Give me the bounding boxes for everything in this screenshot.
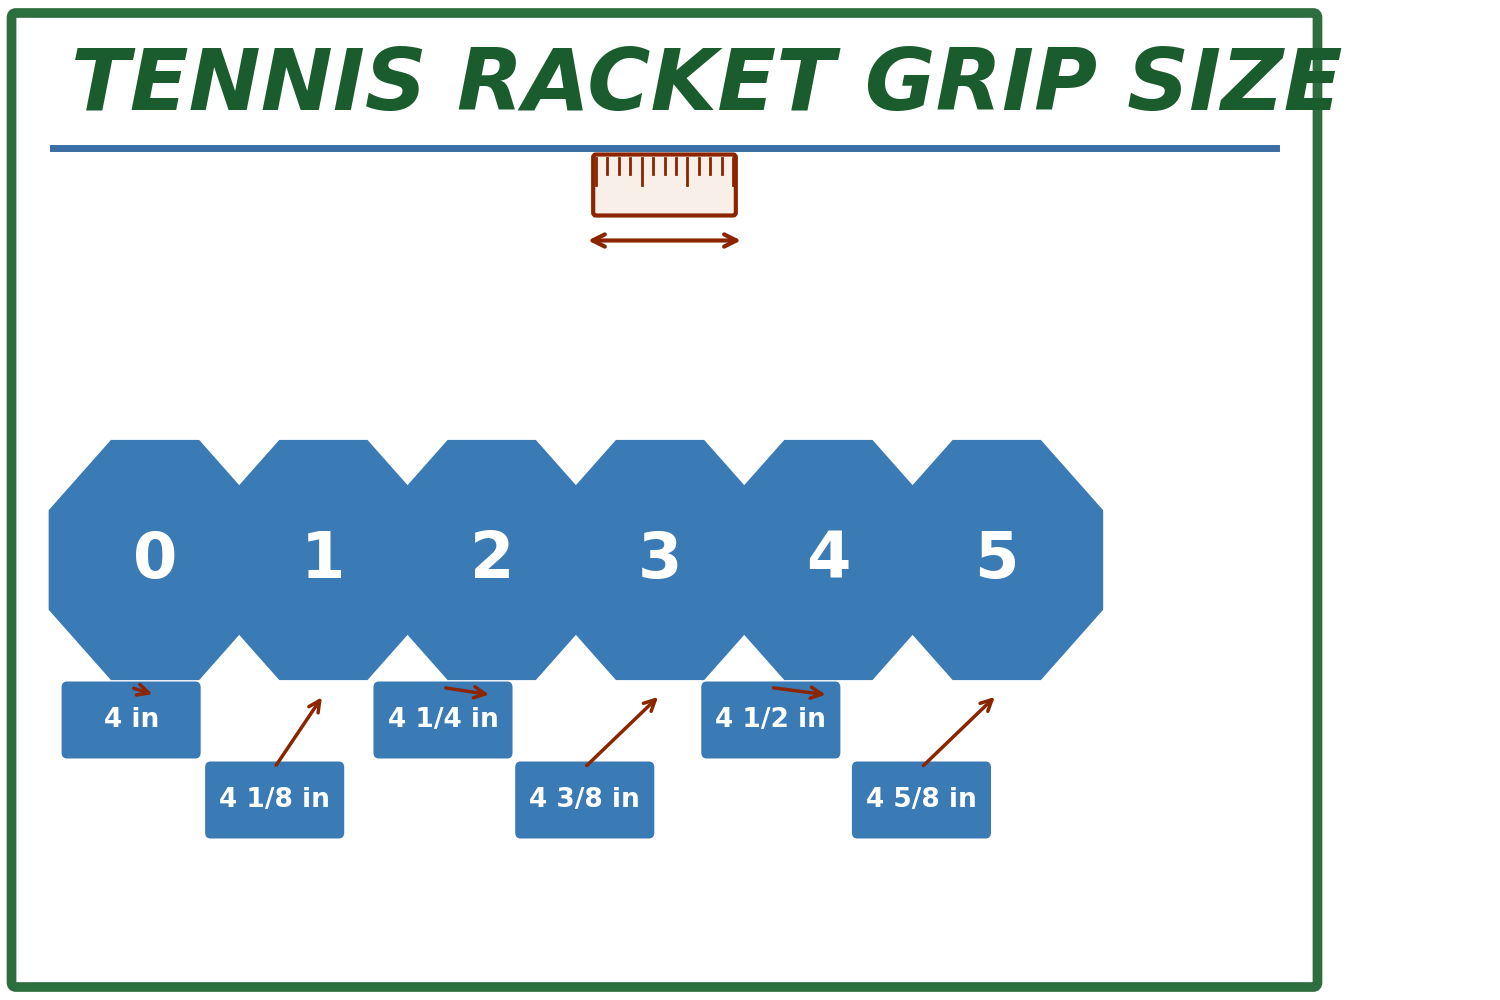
Text: 4 1/2 in: 4 1/2 in <box>716 707 827 733</box>
FancyBboxPatch shape <box>62 682 201 758</box>
Text: 1: 1 <box>302 529 345 591</box>
Text: 4: 4 <box>806 529 850 591</box>
Polygon shape <box>891 440 1102 680</box>
Text: 4 3/8 in: 4 3/8 in <box>530 787 640 813</box>
Text: TENNIS RACKET GRIP SIZE: TENNIS RACKET GRIP SIZE <box>70 45 1342 128</box>
Text: 2: 2 <box>470 529 514 591</box>
Polygon shape <box>217 440 430 680</box>
Text: 4 1/8 in: 4 1/8 in <box>219 787 330 813</box>
Polygon shape <box>48 440 261 680</box>
Text: 4 5/8 in: 4 5/8 in <box>865 787 976 813</box>
Text: 4 in: 4 in <box>104 707 159 733</box>
FancyBboxPatch shape <box>592 154 736 216</box>
FancyBboxPatch shape <box>206 762 344 838</box>
FancyBboxPatch shape <box>374 682 513 758</box>
Polygon shape <box>722 440 934 680</box>
FancyBboxPatch shape <box>702 682 840 758</box>
Polygon shape <box>554 440 766 680</box>
Text: 4 1/4 in: 4 1/4 in <box>387 707 498 733</box>
Text: 3: 3 <box>638 529 682 591</box>
FancyBboxPatch shape <box>514 762 654 838</box>
FancyBboxPatch shape <box>12 13 1317 987</box>
Polygon shape <box>386 440 598 680</box>
Text: 0: 0 <box>134 529 177 591</box>
Text: 5: 5 <box>975 529 1018 591</box>
FancyBboxPatch shape <box>852 762 992 838</box>
